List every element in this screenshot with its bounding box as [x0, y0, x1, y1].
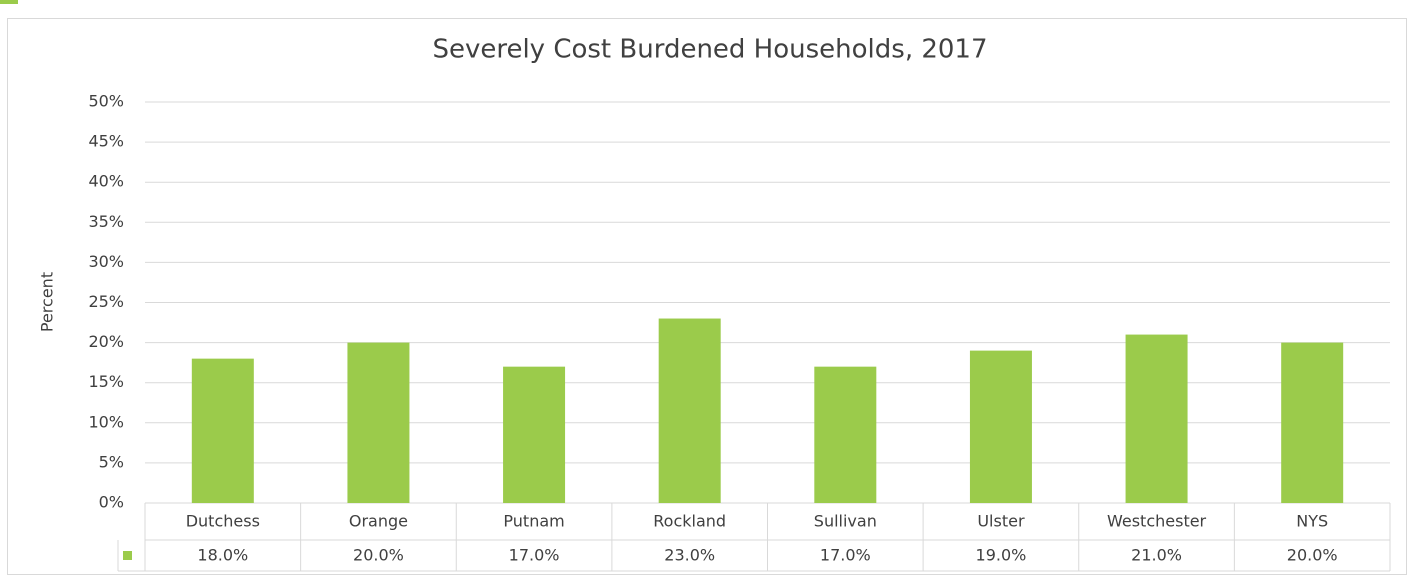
y-tick-label: 10% [88, 412, 124, 431]
x-tick-label: Sullivan [814, 512, 877, 531]
bar [1281, 342, 1344, 503]
legend-key [123, 551, 132, 560]
bar [658, 318, 721, 503]
table-value: 19.0% [976, 546, 1027, 565]
corner-mark [0, 0, 18, 4]
bar [969, 350, 1032, 503]
y-tick-label: 15% [88, 372, 124, 391]
y-tick-label: 30% [88, 252, 124, 271]
bar [1125, 334, 1188, 503]
x-tick-label: Rockland [653, 512, 726, 531]
table-value: 20.0% [353, 546, 404, 565]
bar [191, 358, 254, 503]
y-tick-label: 45% [88, 132, 124, 151]
x-tick-label: Orange [349, 512, 408, 531]
table-value: 18.0% [197, 546, 248, 565]
x-tick-label: Ulster [977, 512, 1025, 531]
table-value: 20.0% [1287, 546, 1338, 565]
y-tick-label: 0% [99, 493, 124, 512]
x-tick-label: NYS [1296, 512, 1328, 531]
x-tick-label: Putnam [503, 512, 564, 531]
y-tick-label: 35% [88, 212, 124, 231]
y-tick-label: 5% [99, 452, 124, 471]
y-tick-label: 25% [88, 292, 124, 311]
table-value: 17.0% [820, 546, 871, 565]
chart-border [7, 18, 1407, 575]
bar [347, 342, 410, 503]
y-tick-label: 40% [88, 172, 124, 191]
table-value: 23.0% [664, 546, 715, 565]
table-value: 17.0% [509, 546, 560, 565]
bar [814, 366, 877, 503]
y-axis-label: Percent [38, 272, 57, 332]
y-tick-label: 20% [88, 332, 124, 351]
chart-title: Severely Cost Burdened Households, 2017 [432, 35, 987, 65]
x-tick-label: Dutchess [186, 512, 260, 531]
y-tick-label: 50% [88, 92, 124, 111]
x-tick-label: Westchester [1107, 512, 1207, 531]
table-value: 21.0% [1131, 546, 1182, 565]
bar [503, 366, 566, 503]
